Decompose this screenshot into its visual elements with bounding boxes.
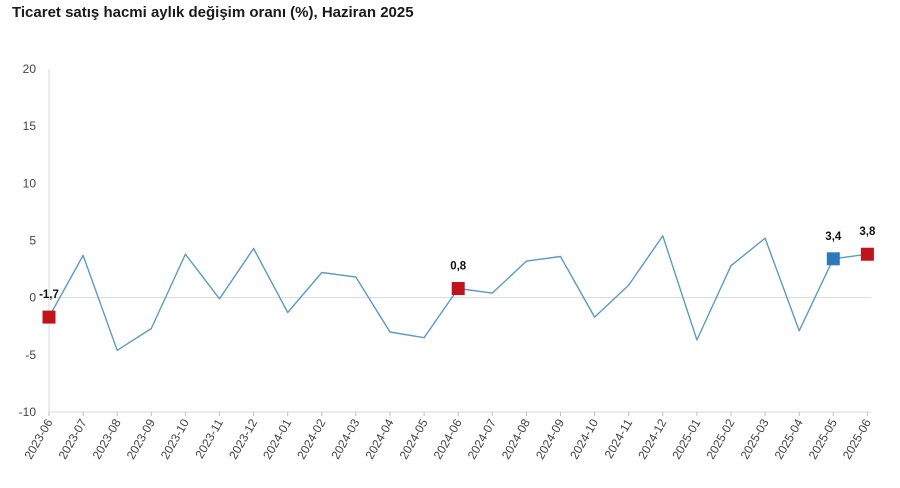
y-tick-label: 0 — [29, 291, 36, 305]
y-tick-label: -10 — [19, 405, 37, 419]
x-tick-label: 2023-10 — [158, 416, 192, 461]
x-tick-label: 2025-06 — [840, 416, 874, 461]
x-tick-label: 2025-02 — [703, 416, 737, 461]
x-tick-label: 2024-03 — [328, 416, 362, 461]
x-tick-label: 2023-11 — [192, 416, 226, 461]
highlight-marker — [451, 282, 465, 296]
data-label: 3,4 — [825, 231, 842, 243]
x-tick-label: 2024-05 — [397, 416, 431, 461]
x-tick-label: 2025-04 — [772, 416, 806, 461]
x-tick-label: 2023-06 — [21, 416, 55, 461]
highlight-layer: -1,7 0,8 3,4 3,8 — [39, 226, 876, 324]
x-tick-label: 2025-01 — [669, 416, 703, 461]
x-tick-label: 2023-08 — [90, 416, 124, 461]
highlight-marker — [42, 310, 56, 324]
x-tick-label: 2024-11 — [602, 416, 636, 461]
highlight-marker — [860, 247, 874, 261]
x-tick-label: 2024-07 — [465, 416, 499, 461]
x-tick-label: 2024-04 — [362, 416, 396, 461]
x-tick-label: 2024-06 — [431, 416, 465, 461]
x-tick-label: 2023-12 — [226, 416, 260, 461]
x-tick-label: 2024-10 — [567, 416, 601, 461]
y-axis: 20 15 10 5 0 -5 -10 — [19, 62, 872, 419]
y-tick-label: 15 — [23, 119, 37, 133]
y-tick-label: -5 — [25, 348, 36, 362]
x-tick-label: 2024-08 — [499, 416, 533, 461]
data-label: -1,7 — [39, 289, 59, 301]
x-tick-label: 2025-03 — [738, 416, 772, 461]
highlight-marker — [826, 252, 840, 266]
x-tick-label: 2024-12 — [635, 416, 669, 461]
y-tick-label: 5 — [29, 234, 36, 248]
data-label: 0,8 — [450, 261, 467, 273]
x-axis: 2023-06 2023-07 2023-08 2023-09 2023-10 2023-… — [21, 411, 874, 462]
x-tick-label: 2024-02 — [294, 416, 328, 461]
x-tick-label: 2023-07 — [56, 416, 90, 461]
data-label: 3,8 — [859, 226, 876, 238]
x-tick-label: 2024-09 — [533, 416, 567, 461]
y-tick-label: 10 — [23, 176, 37, 190]
x-tick-label: 2024-01 — [260, 416, 294, 461]
chart-title: Ticaret satış hacmi aylık değişim oranı … — [12, 4, 414, 21]
x-tick-label: 2025-05 — [806, 416, 840, 461]
x-tick-label: 2023-09 — [124, 416, 158, 461]
y-tick-label: 20 — [23, 62, 37, 76]
